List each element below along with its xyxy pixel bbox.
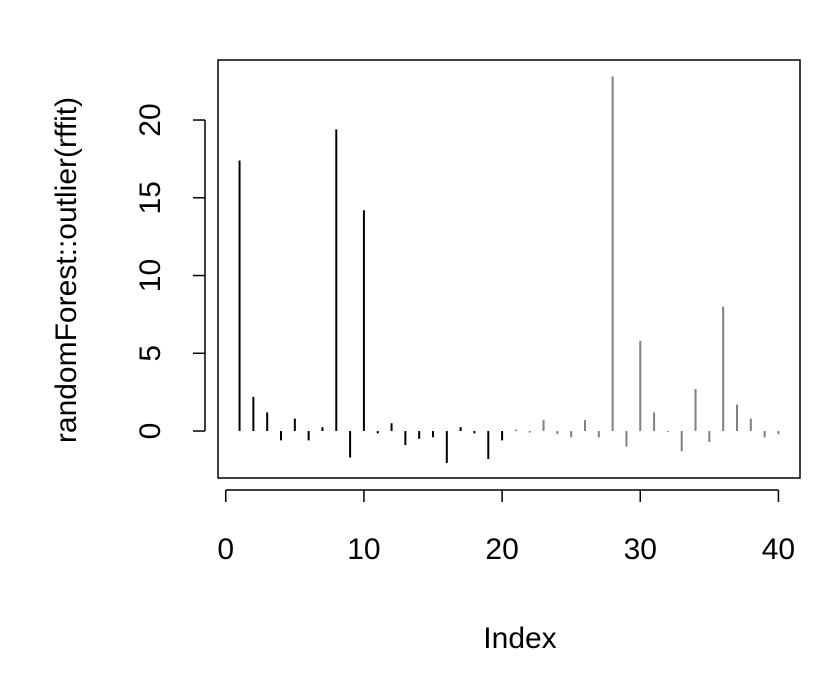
y-tick-label: 5 xyxy=(134,345,167,362)
plot-box xyxy=(217,59,801,479)
x-tick-label: 20 xyxy=(485,533,518,566)
x-tick-label: 0 xyxy=(217,533,234,566)
y-tick-label: 0 xyxy=(134,423,167,440)
y-axis-label: randomForest::outlier(rffit) xyxy=(50,97,83,443)
x-tick-label: 30 xyxy=(624,533,657,566)
x-tick-label: 40 xyxy=(762,533,795,566)
y-tick-label: 20 xyxy=(134,103,167,136)
x-axis-label: Index xyxy=(483,622,556,655)
x-tick-label: 10 xyxy=(347,533,380,566)
y-tick-label: 10 xyxy=(134,259,167,292)
y-tick-label: 15 xyxy=(134,181,167,214)
